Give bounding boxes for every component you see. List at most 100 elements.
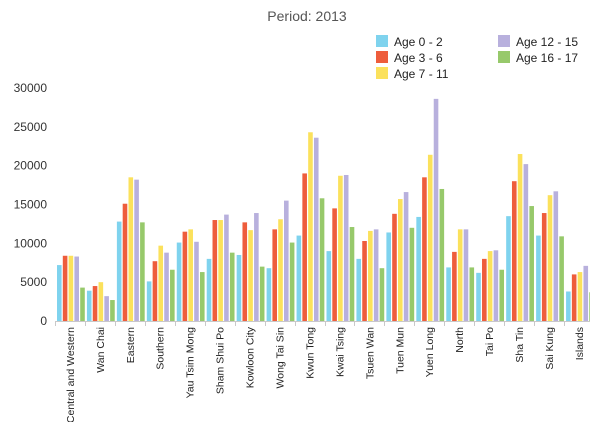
bar[interactable] — [433, 98, 439, 322]
bar[interactable] — [493, 250, 499, 321]
bar[interactable] — [403, 192, 409, 321]
legend: Age 0 - 2 Age 3 - 6 Age 7 - 11 Age 12 - 15 A… — [376, 35, 578, 81]
bar[interactable] — [199, 272, 205, 321]
bar[interactable] — [319, 198, 325, 321]
legend-item[interactable]: Age 7 - 11 — [376, 67, 449, 81]
bar[interactable] — [289, 242, 295, 321]
bar[interactable] — [536, 235, 541, 321]
bar[interactable] — [57, 265, 62, 321]
bar[interactable] — [80, 287, 85, 321]
bar[interactable] — [356, 258, 362, 321]
bar[interactable] — [409, 227, 415, 321]
bar[interactable] — [397, 199, 403, 321]
bar[interactable] — [254, 213, 259, 321]
bar[interactable] — [463, 229, 469, 321]
bar[interactable] — [218, 220, 223, 321]
bar[interactable] — [116, 221, 122, 321]
bar[interactable] — [583, 265, 589, 321]
bar[interactable] — [266, 268, 272, 321]
bar[interactable] — [182, 231, 188, 321]
bar[interactable] — [476, 272, 481, 321]
bar[interactable] — [386, 232, 391, 321]
bar[interactable] — [92, 286, 98, 321]
bar[interactable] — [416, 216, 421, 321]
bar[interactable] — [452, 251, 457, 321]
legend-item[interactable]: Age 3 - 6 — [376, 51, 443, 65]
bar[interactable] — [170, 269, 175, 321]
bar[interactable] — [134, 179, 139, 321]
bar[interactable] — [104, 296, 109, 321]
bar[interactable] — [422, 177, 427, 321]
bar[interactable] — [152, 261, 158, 321]
bar[interactable] — [487, 251, 493, 321]
bar[interactable] — [427, 154, 433, 321]
bar[interactable] — [146, 281, 152, 321]
bar[interactable] — [158, 245, 164, 321]
bar[interactable] — [559, 236, 564, 321]
bar[interactable] — [284, 200, 289, 321]
bar[interactable] — [482, 258, 487, 321]
bar[interactable] — [278, 219, 283, 321]
bar[interactable] — [98, 282, 104, 321]
bar[interactable] — [140, 222, 145, 321]
bar[interactable] — [439, 188, 445, 321]
bar[interactable] — [229, 252, 235, 321]
legend-item[interactable]: Age 12 - 15 — [498, 35, 578, 49]
bar[interactable] — [164, 252, 169, 321]
bar[interactable] — [74, 256, 79, 321]
bar[interactable] — [379, 268, 385, 321]
bar[interactable] — [248, 230, 253, 321]
bar[interactable] — [349, 227, 355, 321]
x-tick-label: Wong Tai Sin — [275, 327, 287, 389]
bar[interactable] — [128, 177, 134, 321]
bar[interactable] — [547, 195, 553, 321]
bar[interactable] — [517, 154, 523, 321]
bar[interactable] — [368, 230, 373, 321]
bar[interactable] — [392, 213, 397, 321]
bar[interactable] — [469, 267, 475, 321]
bar[interactable] — [446, 267, 451, 321]
bar[interactable] — [122, 203, 128, 321]
legend-swatch — [376, 67, 388, 79]
bar[interactable] — [110, 300, 115, 321]
bar[interactable] — [457, 229, 463, 321]
y-tick-label: 15000 — [14, 198, 48, 212]
bar[interactable] — [577, 272, 583, 321]
bar[interactable] — [62, 255, 68, 321]
bar[interactable] — [338, 175, 343, 321]
bar[interactable] — [302, 173, 307, 321]
bar[interactable] — [553, 191, 559, 321]
bar[interactable] — [362, 241, 367, 321]
bar[interactable] — [571, 274, 577, 321]
bar[interactable] — [332, 208, 337, 321]
bar[interactable] — [541, 213, 547, 321]
bar[interactable] — [224, 214, 229, 321]
y-tick-label: 20000 — [14, 159, 48, 173]
x-tick-label: Kwun Tong — [304, 327, 316, 379]
legend-item[interactable]: Age 0 - 2 — [376, 35, 443, 49]
bar[interactable] — [296, 235, 302, 321]
bar[interactable] — [373, 229, 379, 321]
bar[interactable] — [206, 258, 212, 321]
bar[interactable] — [194, 241, 199, 321]
bar[interactable] — [326, 251, 332, 321]
bar[interactable] — [313, 137, 319, 321]
bar[interactable] — [529, 206, 534, 321]
bar[interactable] — [86, 290, 92, 321]
bar[interactable] — [236, 254, 242, 321]
bar[interactable] — [523, 164, 529, 321]
bar[interactable] — [343, 174, 349, 321]
bar[interactable] — [176, 242, 182, 321]
bar[interactable] — [566, 291, 571, 321]
bar[interactable] — [259, 266, 265, 321]
bar[interactable] — [511, 181, 517, 321]
bar[interactable] — [499, 269, 505, 321]
bar[interactable] — [212, 220, 218, 321]
bar[interactable] — [308, 132, 313, 321]
bar[interactable] — [68, 255, 74, 321]
bar[interactable] — [188, 229, 193, 321]
bar[interactable] — [506, 216, 511, 321]
bar[interactable] — [272, 229, 278, 321]
bar[interactable] — [242, 222, 248, 321]
legend-item[interactable]: Age 16 - 17 — [498, 51, 578, 65]
